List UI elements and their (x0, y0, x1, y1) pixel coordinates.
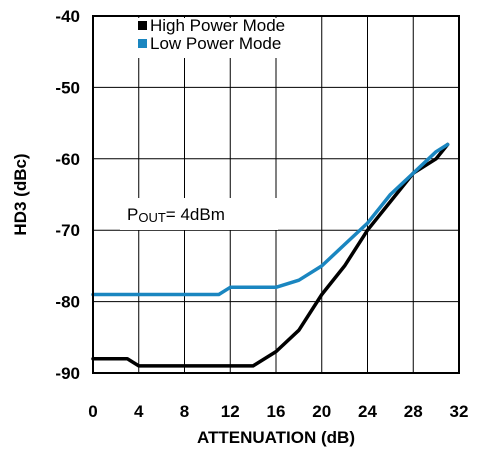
pout-annotation: POUT= 4dBm (120, 198, 278, 230)
x-tick-label: 32 (450, 402, 469, 421)
x-tick-label: 20 (312, 402, 331, 421)
x-tick-label: 0 (88, 402, 97, 421)
pout-subscript: OUT (138, 210, 166, 225)
y-tick-label: -60 (55, 150, 80, 169)
annotation-background (120, 198, 278, 230)
x-tick-label: 8 (180, 402, 189, 421)
x-tick-label: 24 (358, 402, 377, 421)
x-axis-label: ATTENUATION (dB) (197, 428, 355, 447)
legend-swatch-high-power (138, 21, 147, 30)
x-tick-label: 4 (134, 402, 144, 421)
series-layer (91, 142, 450, 368)
y-axis-label: HD3 (dBc) (11, 153, 30, 235)
x-tick-label: 16 (267, 402, 286, 421)
pout-suffix: = 4dBm (166, 205, 225, 224)
y-tick-label: -70 (55, 221, 80, 240)
pout-annotation-text: POUT= 4dBm (127, 205, 225, 225)
y-tick-label: -90 (55, 364, 80, 383)
series-line-high-power (91, 142, 450, 368)
legend: High Power Mode Low Power Mode (136, 16, 314, 58)
y-tick-label: -50 (55, 78, 80, 97)
grid-layer (93, 16, 459, 373)
x-tick-label: 12 (221, 402, 240, 421)
y-tick-label: -80 (55, 293, 80, 312)
legend-label-high-power: High Power Mode (150, 16, 285, 35)
x-tick-label: 28 (404, 402, 423, 421)
legend-label-low-power: Low Power Mode (150, 34, 281, 53)
legend-swatch-low-power (138, 39, 147, 48)
legend-background (136, 18, 314, 58)
series-line-low-power (91, 142, 450, 297)
y-tick-label: -40 (55, 7, 80, 26)
plot-frame (92, 15, 460, 374)
pout-prefix: P (127, 205, 138, 224)
tick-label-layer: 0 4 8 12 16 20 24 28 32 -40 -50 -60 -70 -80 -90 (55, 7, 468, 421)
